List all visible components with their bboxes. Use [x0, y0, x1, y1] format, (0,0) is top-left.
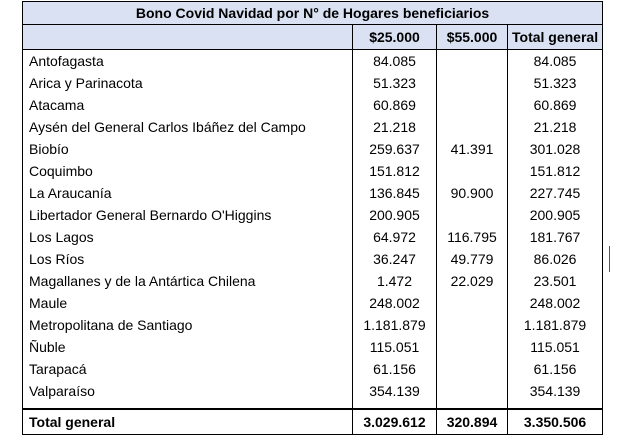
total-cell: 354.139	[506, 380, 604, 402]
value-55000-cell	[436, 314, 508, 336]
total-cell: 115.051	[506, 336, 604, 358]
total-cell: 151.812	[506, 160, 604, 182]
region-cell: Los Lagos	[22, 226, 353, 248]
value-55000-cell	[436, 160, 508, 182]
region-cell: Los Ríos	[22, 248, 353, 270]
header-55000: $55.000	[436, 24, 508, 50]
table-row: Magallanes y de la Antártica Chilena 1.47…	[22, 270, 604, 292]
total-cell: 23.501	[506, 270, 604, 292]
table-row: Libertador General Bernardo O'Higgins 200…	[22, 204, 604, 226]
region-cell: Arica y Parinacota	[22, 72, 353, 94]
total-cell: 1.181.879	[506, 314, 604, 336]
region-cell: Metropolitana de Santiago	[22, 314, 353, 336]
value-25000-cell: 200.905	[352, 204, 437, 226]
table-row: Tarapacá 61.156 61.156	[22, 358, 604, 380]
value-25000-cell: 84.085	[352, 49, 437, 72]
value-55000-cell	[436, 94, 508, 116]
total-cell: 227.745	[506, 182, 604, 204]
region-cell: Tarapacá	[22, 358, 353, 380]
total-general: 3.350.506	[506, 408, 604, 435]
value-25000-cell: 1.181.879	[352, 314, 437, 336]
header-25000: $25.000	[352, 24, 437, 50]
value-25000-cell: 60.869	[352, 94, 437, 116]
total-55000: 320.894	[436, 408, 508, 435]
value-25000-cell: 21.218	[352, 116, 437, 138]
value-25000-cell: 64.972	[352, 226, 437, 248]
total-cell: 21.218	[506, 116, 604, 138]
region-cell: Magallanes y de la Antártica Chilena	[22, 270, 353, 292]
value-55000-cell	[436, 380, 508, 402]
value-55000-cell: 90.900	[436, 182, 508, 204]
region-cell: Antofagasta	[22, 49, 353, 72]
region-cell: Atacama	[22, 94, 353, 116]
region-cell: Maule	[22, 292, 353, 314]
table-row: Valparaíso 354.139 354.139	[22, 380, 604, 402]
region-cell: Valparaíso	[22, 380, 353, 402]
value-55000-cell	[436, 336, 508, 358]
total-cell: 301.028	[506, 138, 604, 160]
value-25000-cell: 36.247	[352, 248, 437, 270]
value-55000-cell: 49.779	[436, 248, 508, 270]
table-row: Ñuble 115.051 115.051	[22, 336, 604, 358]
value-25000-cell: 136.845	[352, 182, 437, 204]
value-55000-cell: 22.029	[436, 270, 508, 292]
table-row: Los Ríos 36.247 49.779 86.026	[22, 248, 604, 270]
table-row: Aysén del General Carlos Ibáñez del Camp…	[22, 116, 604, 138]
table-row: Atacama 60.869 60.869	[22, 94, 604, 116]
region-cell: Aysén del General Carlos Ibáñez del Camp…	[22, 116, 353, 138]
beneficiaries-table: Bono Covid Navidad por N° de Hogares ben…	[21, 1, 604, 435]
header-total: Total general	[506, 24, 604, 50]
total-cell: 248.002	[506, 292, 604, 314]
value-25000-cell: 51.323	[352, 72, 437, 94]
region-cell: La Araucanía	[22, 182, 353, 204]
value-55000-cell: 41.391	[436, 138, 508, 160]
table-row: Antofagasta 84.085 84.085	[22, 49, 604, 72]
value-25000-cell: 115.051	[352, 336, 437, 358]
table-row: Arica y Parinacota 51.323 51.323	[22, 72, 604, 94]
total-label: Total general	[22, 408, 353, 435]
value-55000-cell	[436, 72, 508, 94]
value-25000-cell: 354.139	[352, 380, 437, 402]
table-row: Coquimbo 151.812 151.812	[22, 160, 604, 182]
value-25000-cell: 61.156	[352, 358, 437, 380]
table-title: Bono Covid Navidad por N° de Hogares ben…	[21, 1, 604, 25]
value-55000-cell	[436, 358, 508, 380]
cell-cursor-line	[609, 246, 610, 272]
table-row: La Araucanía 136.845 90.900 227.745	[22, 182, 604, 204]
table-row: Biobío 259.637 41.391 301.028	[22, 138, 604, 160]
value-25000-cell: 151.812	[352, 160, 437, 182]
value-55000-cell	[436, 292, 508, 314]
total-row: Total general 3.029.612 320.894 3.350.50…	[22, 408, 604, 435]
table-row: Maule 248.002 248.002	[22, 292, 604, 314]
value-25000-cell: 1.472	[352, 270, 437, 292]
total-cell: 51.323	[506, 72, 604, 94]
value-25000-cell: 259.637	[352, 138, 437, 160]
total-cell: 200.905	[506, 204, 604, 226]
region-cell: Biobío	[22, 138, 353, 160]
region-cell: Libertador General Bernardo O'Higgins	[22, 204, 353, 226]
table-body: Antofagasta 84.085 84.085 Arica y Parinacot…	[22, 49, 604, 402]
total-cell: 181.767	[506, 226, 604, 248]
value-25000-cell: 248.002	[352, 292, 437, 314]
total-cell: 86.026	[506, 248, 604, 270]
total-cell: 61.156	[506, 358, 604, 380]
region-cell: Ñuble	[22, 336, 353, 358]
total-25000: 3.029.612	[352, 408, 437, 435]
value-55000-cell	[436, 49, 508, 72]
value-55000-cell: 116.795	[436, 226, 508, 248]
region-cell: Coquimbo	[22, 160, 353, 182]
total-cell: 60.869	[506, 94, 604, 116]
value-55000-cell	[436, 116, 508, 138]
value-55000-cell	[436, 204, 508, 226]
table-row: Metropolitana de Santiago 1.181.879 1.181.…	[22, 314, 604, 336]
column-headers: $25.000 $55.000 Total general	[22, 24, 604, 50]
total-cell: 84.085	[506, 49, 604, 72]
table-row: Los Lagos 64.972 116.795 181.767	[22, 226, 604, 248]
header-region	[22, 24, 353, 50]
